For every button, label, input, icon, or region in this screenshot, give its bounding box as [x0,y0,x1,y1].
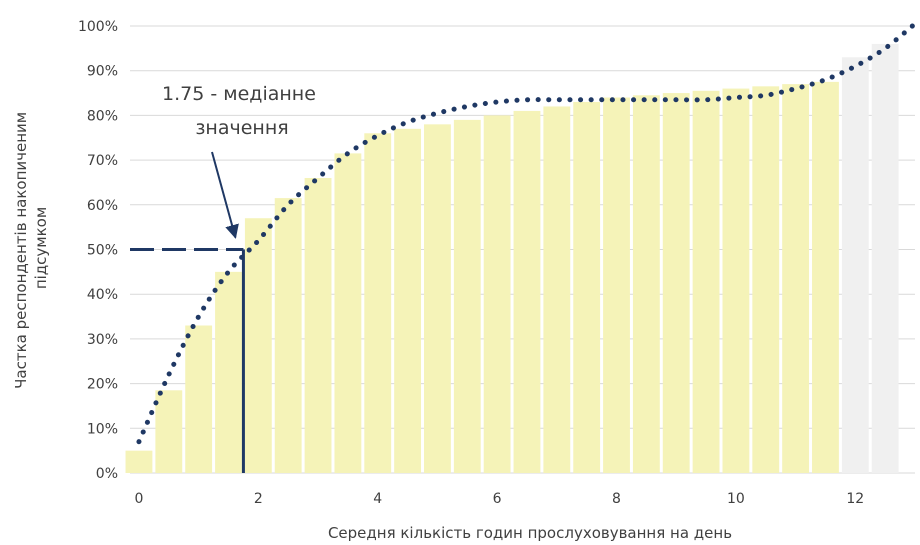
y-tick-label: 50% [87,243,118,259]
bar [692,90,720,473]
bar [274,198,302,473]
y-tick-label: 80% [87,108,118,124]
bar [662,93,690,474]
x-axis-title: Середня кількість годин прослуховування … [328,524,732,542]
annotation-arrow [211,151,239,239]
x-tick-label: 0 [134,491,143,507]
y-tick-label: 0% [96,466,118,482]
bar [603,97,630,474]
bars [125,43,899,474]
bar [513,110,541,474]
bar [304,177,332,474]
bar [453,119,481,474]
y-axis-title: Частка респондентів накопиченим підсумко… [12,107,50,389]
x-tick-label: 2 [254,491,263,507]
y-tick-label: 70% [87,153,118,169]
annotation-line-2: значення [195,117,288,139]
bar [871,43,899,473]
axis-labels: Середня кількість годин прослуховування … [12,107,732,542]
bar [752,86,780,473]
y-tick-label: 30% [87,332,118,348]
x-tick-label: 4 [373,491,382,507]
bar [483,115,511,474]
y-tick-label: 20% [87,377,118,393]
y-tick-label: 100% [78,19,118,35]
y-tick-label: 10% [87,421,118,437]
bar [185,325,213,473]
y-axis-title-line-1: Частка респондентів накопиченим [12,112,30,389]
bar [394,128,422,473]
bar [573,101,601,474]
bar [155,390,183,473]
median-markers [130,248,245,473]
bar [244,218,272,473]
x-axis-ticks: 0 2 4 6 8 10 12 [134,491,864,507]
bar [424,124,451,473]
bar [543,106,571,474]
bar [782,84,810,474]
bar [841,57,869,473]
annotation-text: 1.75 - медіанне значення [162,83,322,139]
y-axis-title-line-2: підсумком [32,207,50,289]
trend-dotted-line [136,21,918,445]
x-tick-label: 6 [493,491,502,507]
x-tick-label: 8 [612,491,621,507]
x-tick-label: 10 [727,491,745,507]
x-tick-label: 12 [846,491,864,507]
bar [125,450,153,473]
median-annotation: 1.75 - медіанне значення [162,83,322,239]
bar [215,271,242,473]
trend-line [136,21,918,445]
bar [722,88,750,473]
y-tick-label: 40% [87,287,118,303]
annotation-line-1: 1.75 - медіанне [162,83,316,105]
bar [364,133,392,473]
bar [632,95,660,473]
y-tick-label: 60% [87,198,118,214]
y-axis-ticks: 0% 10% 20% 30% 40% 50% 60% 70% 80% 90% 100% [78,19,118,482]
y-tick-label: 90% [87,64,118,80]
bar [812,81,839,473]
bar [334,153,362,473]
